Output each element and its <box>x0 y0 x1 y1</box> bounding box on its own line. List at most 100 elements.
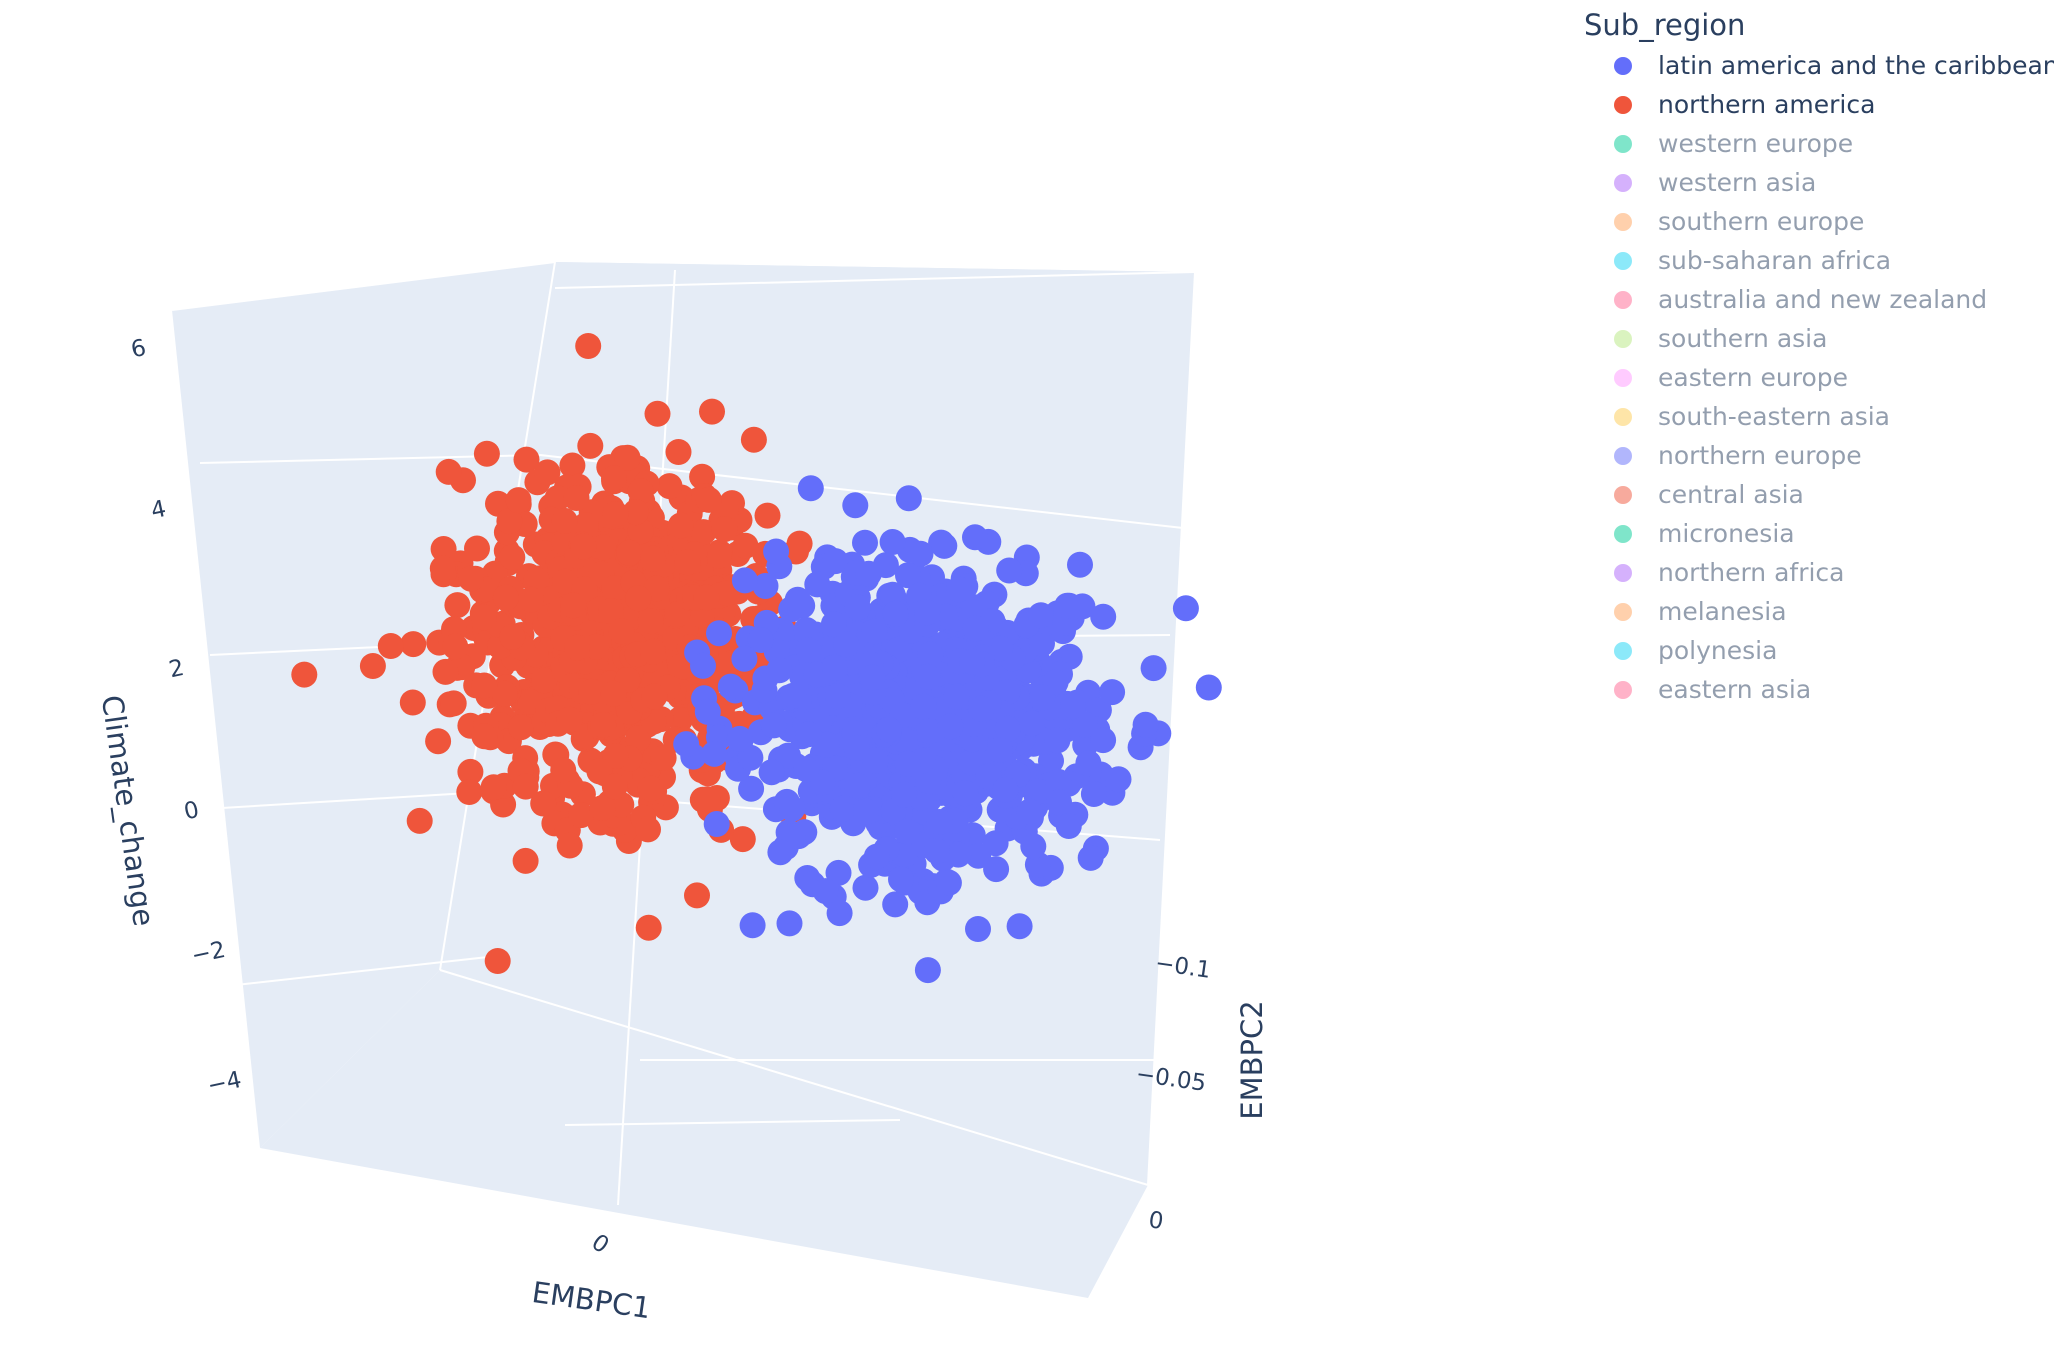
legend-item[interactable]: latin america and the caribbean <box>1584 46 2054 85</box>
data-point <box>563 485 590 511</box>
data-point <box>780 682 807 709</box>
data-point <box>377 633 404 659</box>
data-point <box>986 737 1013 763</box>
data-point <box>996 557 1023 584</box>
data-point <box>492 584 519 611</box>
data-point <box>731 567 758 594</box>
data-point <box>512 847 539 874</box>
data-point <box>667 706 694 732</box>
data-point <box>1055 813 1082 839</box>
data-point <box>879 529 906 555</box>
data-point <box>484 948 511 974</box>
legend-item[interactable]: sub-saharan africa <box>1584 241 2054 280</box>
legend-marker-icon <box>1614 290 1632 309</box>
data-point <box>894 750 921 777</box>
data-point <box>627 478 654 505</box>
legend-item[interactable]: northern america <box>1584 85 2054 124</box>
legend-item[interactable]: southern europe <box>1584 202 2054 241</box>
floor-pane <box>260 970 1148 1298</box>
data-point <box>1132 711 1159 738</box>
data-point <box>695 486 722 513</box>
z-tick-label: 0 <box>182 797 202 825</box>
data-point <box>693 584 720 611</box>
legend-item[interactable]: melanesia <box>1584 592 2054 631</box>
legend-item[interactable]: micronesia <box>1584 514 2054 553</box>
legend-item[interactable]: south-eastern asia <box>1584 397 2054 436</box>
data-point <box>457 758 484 785</box>
data-point <box>965 916 991 942</box>
legend-item[interactable]: eastern europe <box>1584 358 2054 397</box>
data-point <box>491 680 518 707</box>
legend-item[interactable]: western europe <box>1584 124 2054 163</box>
data-point <box>625 725 652 752</box>
data-point <box>690 519 717 546</box>
legend-items: latin america and the caribbean northern … <box>1584 46 2054 709</box>
data-point <box>684 882 710 909</box>
data-point <box>895 562 921 589</box>
legend-item[interactable]: western asia <box>1584 163 2054 202</box>
data-point <box>699 398 725 425</box>
data-point <box>534 459 561 486</box>
legend-item[interactable]: southern asia <box>1584 319 2054 358</box>
z-tick-label: 4 <box>149 496 169 524</box>
data-point <box>952 780 979 807</box>
data-point <box>852 874 879 901</box>
legend-marker-icon <box>1614 56 1632 75</box>
data-point <box>945 841 972 868</box>
legend-item[interactable]: eastern asia <box>1584 670 2054 709</box>
legend-label: sub-saharan africa <box>1658 246 1892 275</box>
legend-item[interactable]: australia and new zealand <box>1584 280 2054 319</box>
data-point <box>589 794 616 821</box>
data-point <box>1090 603 1117 630</box>
data-point <box>556 832 583 859</box>
y-tick-label: 0 <box>1147 1207 1165 1235</box>
data-point <box>983 856 1010 883</box>
data-point <box>994 715 1021 742</box>
data-point <box>1072 711 1098 738</box>
data-point <box>590 534 617 561</box>
legend-label: eastern europe <box>1658 363 1849 392</box>
legend-label: southern europe <box>1658 207 1865 236</box>
data-point <box>1105 766 1132 793</box>
data-point <box>732 532 759 559</box>
data-point <box>717 673 744 700</box>
legend-marker-icon <box>1614 212 1632 231</box>
data-point <box>570 533 597 560</box>
data-point <box>859 664 886 691</box>
data-point <box>637 775 664 802</box>
data-point <box>766 657 793 684</box>
data-point <box>855 560 882 587</box>
legend-item[interactable]: northern africa <box>1584 553 2054 592</box>
legend-marker-icon <box>1614 485 1632 504</box>
z-tick-label: −2 <box>189 937 228 969</box>
data-point <box>1080 781 1107 807</box>
data-point <box>639 638 666 665</box>
data-point <box>499 624 526 650</box>
data-point <box>804 571 831 598</box>
data-point <box>994 679 1021 706</box>
data-point <box>505 487 532 514</box>
data-point <box>820 611 847 638</box>
data-point <box>425 728 452 755</box>
legend-label: melanesia <box>1658 597 1787 626</box>
legend-item[interactable]: central asia <box>1584 475 2054 514</box>
data-point <box>1046 789 1072 816</box>
legend-label: western europe <box>1658 129 1854 158</box>
data-point <box>614 444 641 471</box>
legend-item[interactable]: polynesia <box>1584 631 2054 670</box>
data-point <box>400 631 427 658</box>
legend-label: eastern asia <box>1658 675 1812 704</box>
legend-label: south-eastern asia <box>1658 402 1890 431</box>
data-point <box>961 594 988 621</box>
data-point <box>914 599 941 626</box>
data-point <box>776 910 803 937</box>
legend-marker-icon <box>1614 251 1632 270</box>
legend-item[interactable]: northern europe <box>1584 436 2054 475</box>
data-point <box>703 811 730 837</box>
data-point <box>842 492 869 519</box>
data-point <box>564 634 591 661</box>
z-tick-label: 6 <box>129 335 149 363</box>
data-point <box>432 658 459 685</box>
